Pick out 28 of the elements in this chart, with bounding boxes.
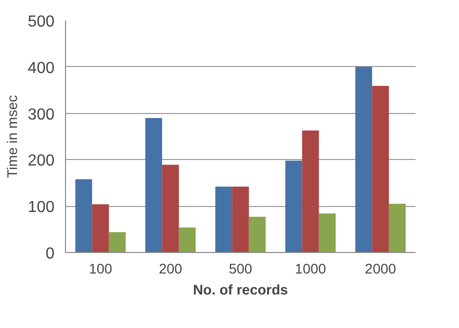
x-tick-label: 2000 xyxy=(364,260,396,276)
bar xyxy=(355,66,372,252)
bar xyxy=(75,179,92,252)
y-tick-label: 200 xyxy=(28,152,55,170)
y-tick-label: 100 xyxy=(28,199,55,216)
x-tick-label: 200 xyxy=(158,260,182,276)
x-tick-label: 100 xyxy=(88,260,112,276)
y-tick-label: 0 xyxy=(46,246,55,262)
bar xyxy=(215,186,232,252)
bar xyxy=(388,204,406,252)
y-tick-label: 300 xyxy=(28,106,55,124)
y-tick-label: 500 xyxy=(28,14,55,30)
y-axis-title: Time in msec xyxy=(4,95,20,178)
bar xyxy=(108,232,126,252)
bar xyxy=(232,186,249,252)
y-tick-label: 400 xyxy=(28,60,55,77)
bar xyxy=(318,214,336,252)
bar xyxy=(178,227,196,252)
bar xyxy=(162,164,179,252)
x-tick-label: 1000 xyxy=(294,260,326,276)
bar xyxy=(372,86,389,252)
bar xyxy=(285,160,302,252)
bar xyxy=(92,204,109,252)
bar xyxy=(248,216,266,252)
bar xyxy=(302,130,319,252)
x-axis-title: No. of records xyxy=(193,282,288,298)
bar xyxy=(145,118,162,252)
x-tick-label: 500 xyxy=(228,260,252,276)
